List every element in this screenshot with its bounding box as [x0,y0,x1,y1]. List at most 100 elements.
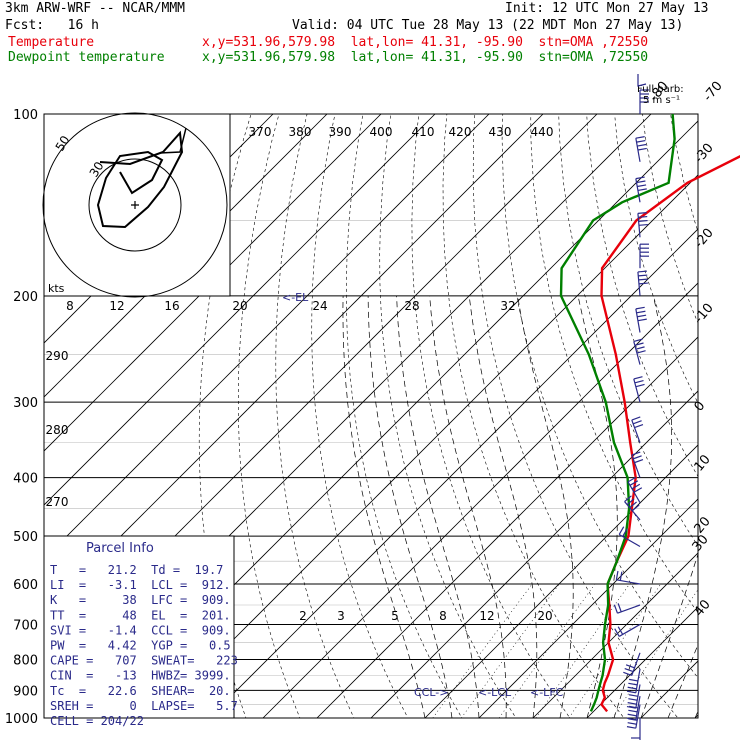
wind-barb [635,176,647,203]
mixing-ratio-label: 20 [537,609,552,623]
temperature-tick-label: 0 [692,399,709,415]
dry-adiabat [721,86,740,730]
wind-barb-key-symbol [637,74,647,87]
pressure-tick-label: 900 [13,684,38,699]
wind-barb-flag [633,338,643,343]
wind-barb-flag [624,667,634,673]
mixing-ratio-label: 2 [299,609,307,623]
pressure-tick-label: 400 [13,472,38,487]
theta-label: 270 [46,495,69,509]
pressure-tick-label: 1000 [5,712,38,727]
parcel-info-row: TT = 48 EL = 201. [50,608,231,622]
ccl-marker-label: CCL-> [414,686,448,699]
wind-barb [631,718,641,740]
wind-barb [626,704,641,729]
wind-barb [639,243,649,269]
mixing-ratio-line [568,583,662,718]
hodograph-speed-label: 20 [232,299,247,313]
wind-barb-flag [634,342,644,346]
mixing-ratio-label: 12 [479,609,494,623]
moist-adiabat [468,295,538,718]
wind-barb-flag [638,223,648,226]
dry-adiabat [472,114,679,718]
wind-barb [637,211,648,238]
wind-barb-flag [636,350,646,354]
wind-barb-flag [638,215,648,218]
parcel-info-row: CELL = 204/22 [50,714,144,728]
isotherm [44,114,544,614]
wind-barb-flag [637,188,647,192]
wind-barb-flag [625,664,635,669]
wind-barb-flag [635,346,645,350]
parcel-info-row: SVI = -1.4 CCL = 909. [50,623,231,637]
wind-barb-flag [635,136,645,139]
dry-adiabat [238,114,301,718]
pressure-tick-label: 300 [13,396,38,411]
temperature-station-info: x,y=531.96,579.98 lat,lon= 41.31, -95.90… [202,35,649,50]
wind-barb-flag [627,713,637,717]
wind-barb-flag [624,495,632,503]
pressure-tick-label: 500 [13,530,38,545]
mixing-ratio-label: 5 [391,609,399,623]
hodograph-ring [42,112,228,298]
isotherm [586,606,698,718]
moist-adiabat [667,643,698,718]
isotherm [262,282,698,718]
dry-adiabat [411,114,571,718]
wind-barb-flag [636,310,646,314]
model-title: 3km ARW-WRF -- NCAR/MMM [5,1,186,16]
dry-adiabat [614,114,698,404]
isotherm [532,552,698,718]
wind-barb [635,136,647,162]
isotherm [44,114,490,560]
wind-barb-flag [632,455,642,460]
isotherm [694,714,698,718]
isotherm [424,444,698,718]
theta-label: 420 [449,125,472,139]
wind-barb-flag [629,480,639,486]
dry-adiabat [275,114,355,718]
theta-label: 410 [412,125,435,139]
dry-adiabat [501,114,698,679]
wind-barb-key-label: Full barb: [637,84,684,95]
wind-barb-flag [627,702,637,705]
wind-barb-flag [637,270,647,273]
temperature-tick-label: 20 [692,514,714,536]
hodograph-speed-label: 28 [404,299,419,313]
wind-barb-flag [634,458,644,464]
wind-barb-flag [637,211,647,214]
isotherm [640,660,698,718]
el-marker-label: <-EL [282,291,309,304]
lcl-marker-label: <-LCL [478,686,512,699]
hodograph-units: kts [48,282,65,295]
wind-barb-flag [626,726,636,729]
wind-barb [631,416,644,443]
hodograph-trace [96,130,184,229]
wind-barb-flag [634,379,644,384]
wind-barb-flag [622,528,628,537]
wind-barb-flag [618,526,625,535]
hodograph-ring-label: 30 [87,159,107,179]
parcel-info-row: SREH = 0 LAPSE= 5.7 [50,699,238,713]
parcel-info-row: PW = 4.42 YGP = 0.5 [50,639,231,653]
wind-barb [618,526,641,547]
wind-barb [633,376,645,403]
wind-barb-flag [614,628,620,637]
temperature-tick-label: -70 [701,79,726,105]
dry-adiabat [311,114,409,718]
hodograph-speed-label: 16 [164,299,179,313]
wind-barb-staff [635,696,641,720]
wind-barb-flag [628,705,639,709]
wind-barb-flag [635,383,645,388]
wind-barb-flag [627,476,637,483]
parcel-info-row: CAPE = 707 SWEAT= 223 [50,654,238,668]
temperature-tick-label: 30 [690,532,712,554]
plot-border [43,113,699,719]
parcel-info-frame [43,535,235,719]
temperature-tick-label: -30 [692,141,717,167]
wind-barb-flag [636,180,646,184]
dry-adiabat [442,114,625,718]
wind-barb-flag [637,147,647,151]
